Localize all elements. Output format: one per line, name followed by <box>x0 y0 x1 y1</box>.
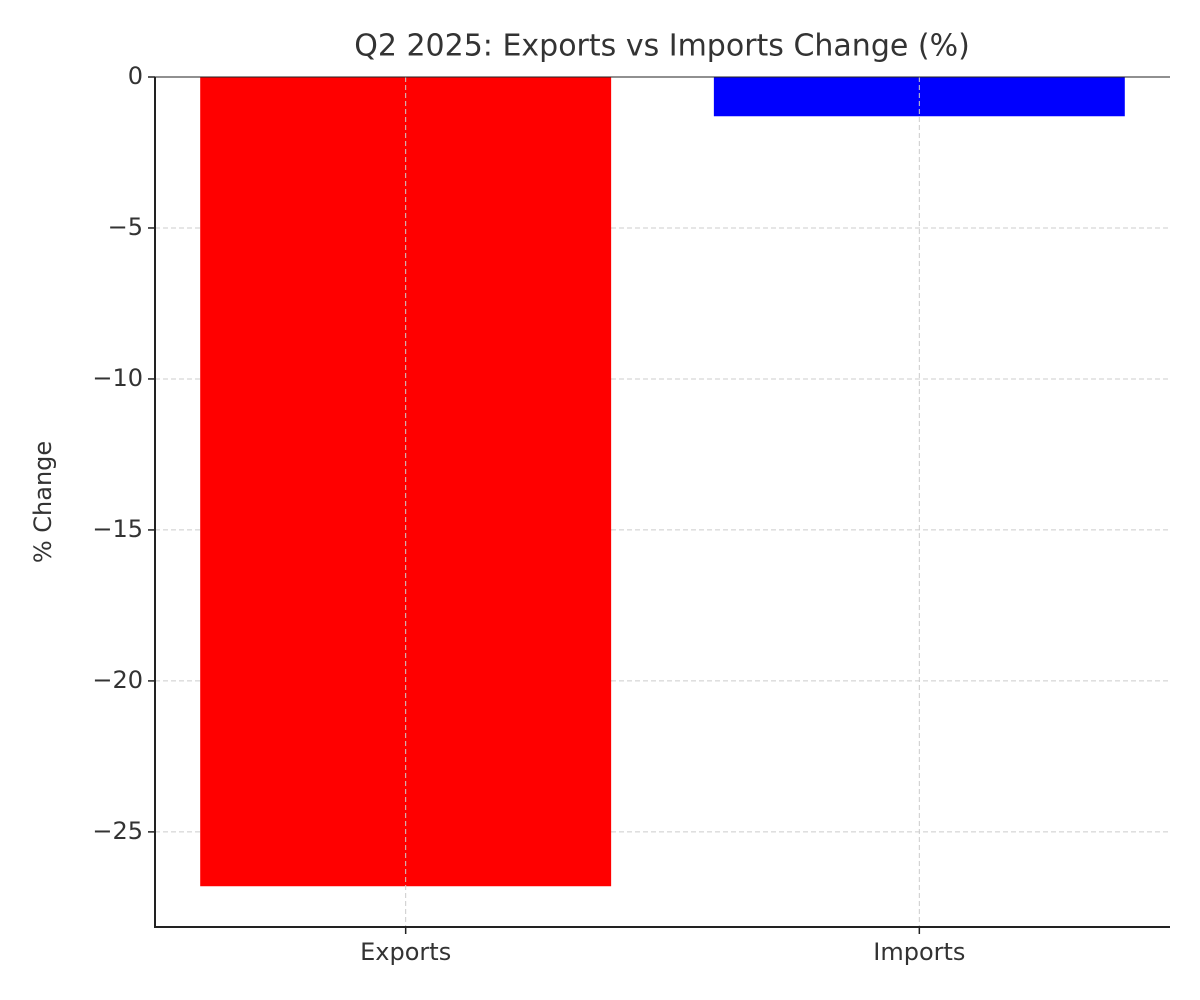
y-tick-label: −20 <box>92 666 143 694</box>
x-tick-label: Exports <box>360 938 451 966</box>
y-axis-label: % Change <box>29 441 57 563</box>
y-tick-label: −5 <box>108 213 143 241</box>
y-tick-label: 0 <box>128 62 143 90</box>
chart-title: Q2 2025: Exports vs Imports Change (%) <box>354 29 970 64</box>
y-tick-label: −10 <box>92 364 143 392</box>
y-tick-label: −15 <box>92 515 143 543</box>
y-tick-label: −25 <box>92 817 143 845</box>
x-tick-label: Imports <box>873 938 965 966</box>
